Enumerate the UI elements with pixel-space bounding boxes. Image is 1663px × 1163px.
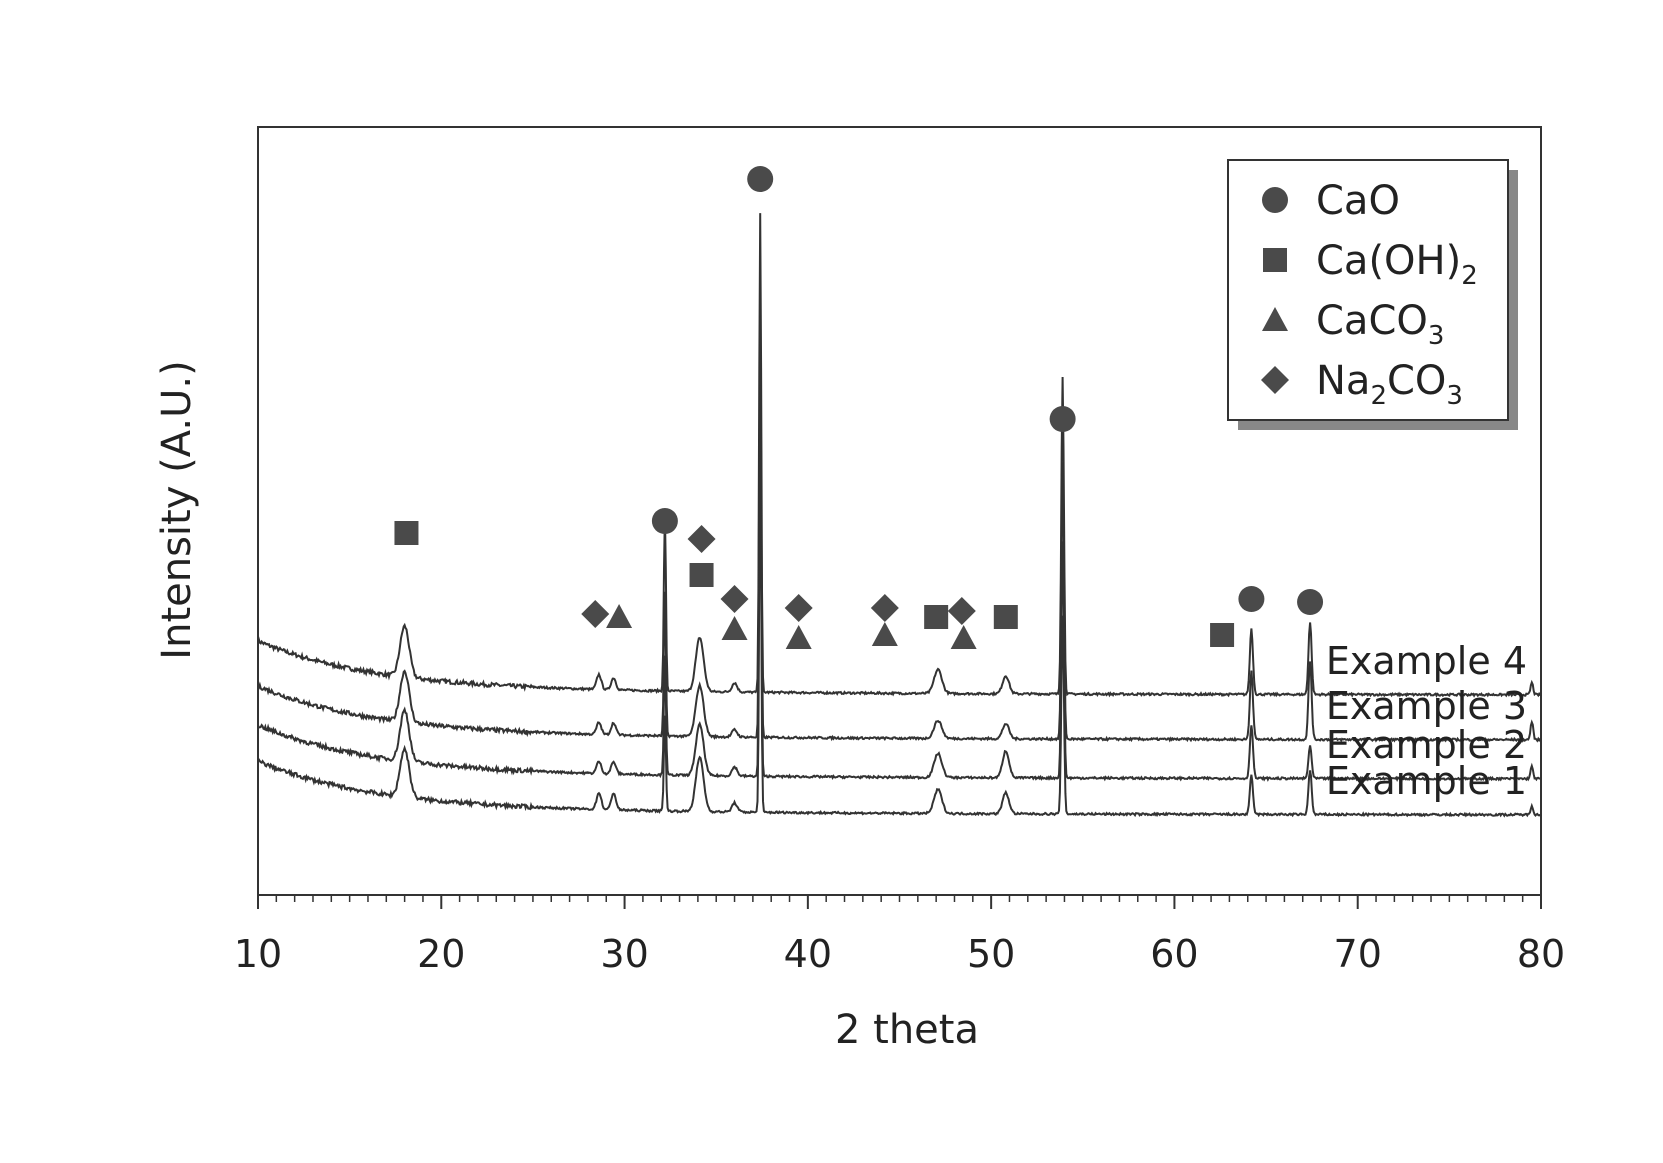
x-tick-label: 20 [417, 932, 465, 976]
diamond-phase-marker [581, 600, 609, 628]
x-tick-label: 40 [784, 932, 832, 976]
triangle-phase-marker [722, 616, 748, 640]
legend-label: Na2CO3 [1316, 358, 1463, 411]
diamond-phase-marker [871, 594, 899, 622]
x-tick-label: 80 [1517, 932, 1565, 976]
triangle-phase-marker [951, 625, 977, 649]
series-label: Example 3 [1326, 684, 1527, 728]
legend-square-icon [1263, 248, 1287, 272]
circle-phase-marker [747, 166, 773, 192]
x-tick-label: 50 [967, 932, 1015, 976]
diamond-phase-marker [688, 525, 716, 553]
x-tick-label: 10 [234, 932, 282, 976]
x-tick-label: 70 [1334, 932, 1382, 976]
x-axis-title: 2 theta [835, 1007, 979, 1053]
legend-label: CaO [1316, 178, 1400, 224]
y-axis-title: Intensity (A.U.) [154, 360, 200, 659]
series-label: Example 4 [1326, 639, 1527, 683]
legend-label: Ca(OH)2 [1316, 238, 1478, 291]
legend: CaO Ca(OH)2 CaCO3 Na2CO3 [1228, 160, 1518, 430]
diamond-phase-marker [948, 597, 976, 625]
phase-marker-layer [394, 166, 1323, 649]
circle-phase-marker [1238, 586, 1264, 612]
legend-circle-icon [1262, 187, 1288, 213]
circle-phase-marker [1050, 406, 1076, 432]
circle-phase-marker [652, 508, 678, 534]
series-label: Example 1 [1326, 759, 1527, 803]
square-phase-marker [924, 605, 948, 629]
triangle-phase-marker [786, 625, 812, 649]
diamond-phase-marker [785, 594, 813, 622]
square-phase-marker [1210, 623, 1234, 647]
diamond-phase-marker [721, 585, 749, 613]
x-tick-label: 60 [1150, 932, 1198, 976]
square-phase-marker [394, 521, 418, 545]
triangle-phase-marker [872, 622, 898, 646]
triangle-phase-marker [606, 604, 632, 628]
legend-label: CaCO3 [1316, 298, 1444, 351]
circle-phase-marker [1297, 589, 1323, 615]
square-phase-marker [994, 605, 1018, 629]
square-phase-marker [690, 563, 714, 587]
x-axis: 10 20 30 40 50 60 70 80 [234, 895, 1565, 976]
x-tick-label: 30 [600, 932, 648, 976]
